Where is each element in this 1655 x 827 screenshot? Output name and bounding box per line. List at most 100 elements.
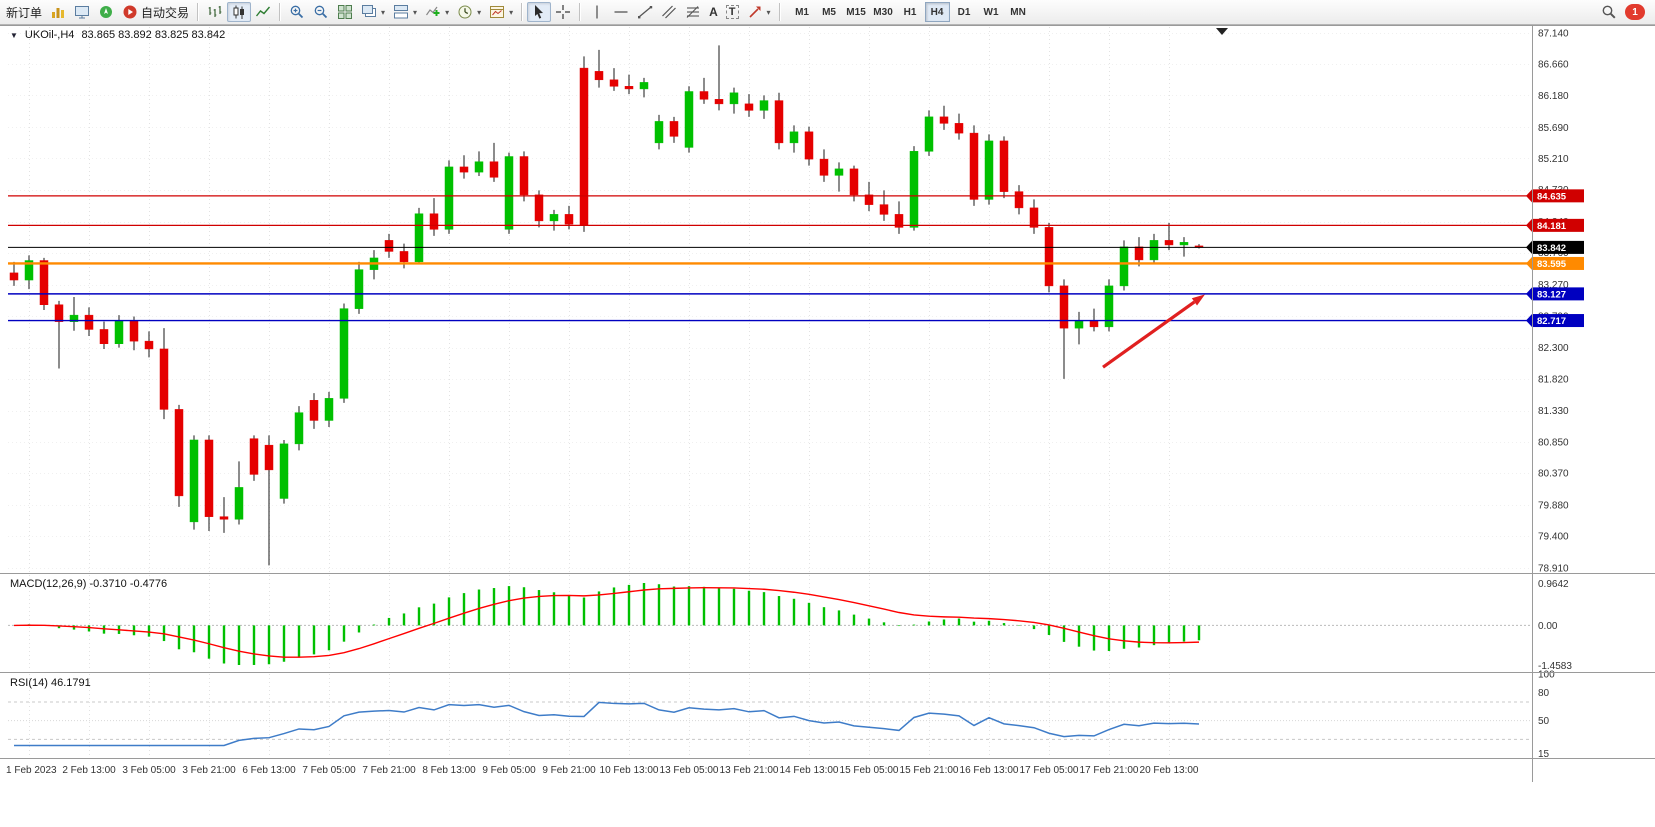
cursor-icon (531, 4, 547, 20)
trend-arrow[interactable] (1102, 294, 1205, 369)
svg-text:-1.4583: -1.4583 (1538, 661, 1572, 672)
timeframe-button-M15[interactable]: M15 (846, 6, 866, 18)
autotrading-label: 自动交易 (141, 5, 190, 20)
svg-text:8 Feb 13:00: 8 Feb 13:00 (422, 765, 476, 776)
cascade-windows-button[interactable]: ▾ (357, 2, 389, 22)
price-badge-83.842: 83.842 (1526, 240, 1584, 254)
arrows-tool-button[interactable]: ▾ (743, 2, 775, 22)
svg-text:6 Feb 13:00: 6 Feb 13:00 (242, 765, 296, 776)
toolbar-separator (197, 3, 200, 21)
fibonacci-button[interactable] (681, 2, 705, 22)
timeframe-button-MN[interactable]: MN (1010, 6, 1026, 18)
timeframe-button-M30[interactable]: M30 (873, 6, 893, 18)
label-tool-icon: T (725, 5, 739, 19)
svg-text:83.127: 83.127 (1537, 289, 1566, 300)
price-badge-83.127: 83.127 (1526, 287, 1584, 301)
vertical-line-button[interactable] (585, 2, 609, 22)
toolbar-separator (579, 3, 582, 21)
cascade-windows-icon (361, 4, 377, 20)
svg-text:9 Feb 21:00: 9 Feb 21:00 (542, 765, 596, 776)
svg-text:80.370: 80.370 (1538, 469, 1569, 480)
svg-text:1 Feb 2023: 1 Feb 2023 (6, 765, 57, 776)
trendline-icon (637, 4, 653, 20)
profiles-icon (74, 4, 90, 20)
chevron-down-icon: ▾ (766, 7, 771, 17)
candlestick-chart-button[interactable] (227, 2, 252, 22)
timeframe-button-H4[interactable]: H4 (924, 2, 950, 22)
price-badge-83.595: 83.595 (1526, 256, 1584, 270)
autotrading-button[interactable]: 自动交易 (118, 2, 193, 22)
toolbar-separator (778, 3, 781, 21)
search-icon (1601, 4, 1617, 20)
crosshair-button[interactable] (551, 2, 575, 22)
label-tool-button[interactable]: T (722, 2, 743, 22)
bar-chart-button[interactable] (203, 2, 227, 22)
svg-text:100: 100 (1538, 670, 1555, 681)
new-order-button[interactable]: 新订单 (2, 2, 46, 22)
zoom-in-icon (289, 4, 305, 20)
svg-text:82.300: 82.300 (1538, 343, 1569, 354)
new-order-label: 新订单 (6, 5, 43, 20)
timeframe-button-H1[interactable]: H1 (903, 6, 917, 18)
clock-icon (457, 4, 473, 20)
svg-text:83.595: 83.595 (1537, 259, 1567, 270)
autotrading-icon (122, 4, 138, 20)
chart-shift-marker[interactable] (1216, 28, 1228, 35)
indicators-icon (425, 4, 441, 20)
svg-text:81.330: 81.330 (1538, 406, 1569, 417)
profiles-button[interactable] (70, 2, 94, 22)
trendline-button[interactable] (633, 2, 657, 22)
svg-text:80: 80 (1538, 688, 1550, 699)
svg-text:13 Feb 21:00: 13 Feb 21:00 (720, 765, 779, 776)
chevron-down-icon: ▾ (509, 7, 514, 17)
svg-text:50: 50 (1538, 716, 1550, 727)
svg-text:2 Feb 13:00: 2 Feb 13:00 (62, 765, 116, 776)
svg-text:9 Feb 05:00: 9 Feb 05:00 (482, 765, 536, 776)
svg-text:17 Feb 05:00: 17 Feb 05:00 (1020, 765, 1079, 776)
svg-text:13 Feb 05:00: 13 Feb 05:00 (660, 765, 719, 776)
chart-background (0, 25, 1655, 827)
candles (9, 45, 1204, 566)
tile-windows-button[interactable] (333, 2, 357, 22)
notification-badge[interactable]: 1 (1625, 4, 1645, 20)
zoom-out-icon (313, 4, 329, 20)
rsi-line (14, 701, 1200, 747)
svg-text:80.850: 80.850 (1538, 437, 1569, 448)
svg-text:85.210: 85.210 (1538, 154, 1569, 165)
svg-text:3 Feb 21:00: 3 Feb 21:00 (182, 765, 236, 776)
navigator-button[interactable] (94, 2, 118, 22)
arrange-windows-button[interactable]: ▾ (389, 2, 421, 22)
timeframe-button-D1[interactable]: D1 (957, 6, 971, 18)
new-chart-button[interactable] (46, 2, 70, 22)
chart-expand-icon[interactable]: ▼ (10, 30, 18, 40)
text-tool-icon: A (709, 5, 718, 19)
indicators-button[interactable]: ▾ (421, 2, 453, 22)
arrange-windows-icon (393, 4, 409, 20)
svg-text:83.842: 83.842 (1537, 243, 1566, 254)
pane-borders (0, 25, 1655, 782)
cursor-button[interactable] (527, 2, 552, 22)
horizontal-line-button[interactable] (609, 2, 633, 22)
svg-text:10 Feb 13:00: 10 Feb 13:00 (600, 765, 659, 776)
timeframe-button-M5[interactable]: M5 (822, 6, 836, 18)
channel-button[interactable] (657, 2, 681, 22)
zoom-out-button[interactable] (309, 2, 333, 22)
horizontal-line-icon (613, 4, 629, 20)
line-chart-button[interactable] (251, 2, 275, 22)
text-tool-button[interactable]: A (705, 2, 722, 22)
search-button[interactable] (1597, 2, 1621, 22)
svg-text:84.635: 84.635 (1537, 191, 1567, 202)
zoom-in-button[interactable] (285, 2, 309, 22)
toolbar-separator (521, 3, 524, 21)
svg-text:83.270: 83.270 (1538, 280, 1569, 291)
time-axis[interactable]: 1 Feb 2023 2 Feb 13:00 3 Feb 05:00 3 Feb 21… (6, 765, 1199, 776)
templates-button[interactable]: ▾ (485, 2, 517, 22)
line-chart-icon (255, 4, 271, 20)
price-badge-84.635: 84.635 (1526, 189, 1584, 203)
periods-button[interactable]: ▾ (453, 2, 485, 22)
svg-text:79.880: 79.880 (1538, 500, 1569, 511)
timeframe-button-W1[interactable]: W1 (983, 6, 999, 18)
svg-text:87.140: 87.140 (1538, 29, 1569, 40)
timeframe-button-M1[interactable]: M1 (795, 6, 809, 18)
